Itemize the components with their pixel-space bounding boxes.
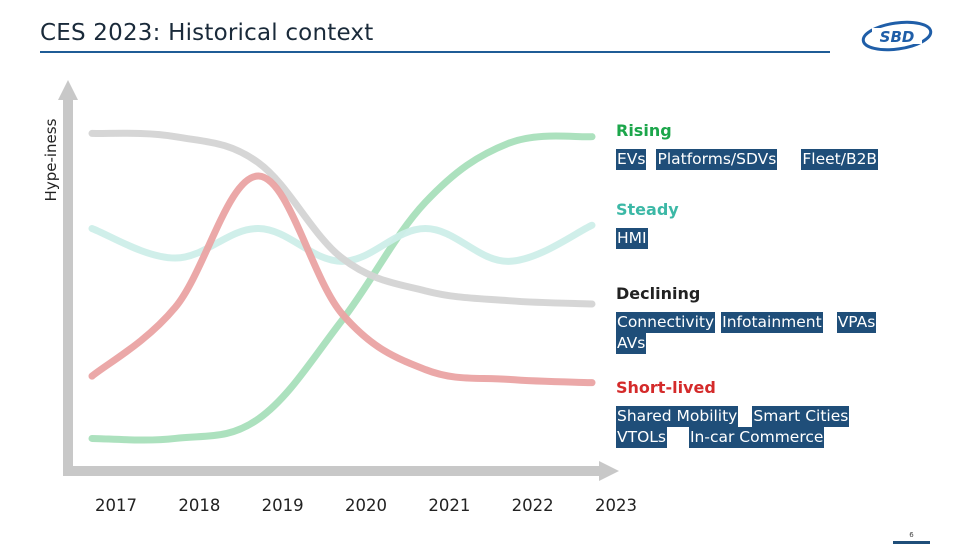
tag-shared-mobility: Shared Mobility [616,406,739,427]
x-tick-2022: 2022 [512,496,554,515]
category-steady-label: Steady [616,200,679,219]
x-tick-2019: 2019 [262,496,304,515]
steady-tags: HMI [616,228,658,249]
category-declining-label: Declining [616,284,701,303]
x-tick-2021: 2021 [428,496,470,515]
series-line-rising [88,132,596,444]
slide-title: CES 2023: Historical context [40,20,374,46]
series-layer [88,129,596,444]
y-axis-label: Hype-iness [42,118,60,201]
tag-vpas: VPAs [836,312,877,333]
series-line-short-lived [88,172,596,387]
declining-tags-row1: Connectivity Infotainment VPAs [616,312,882,333]
x-axis [63,466,601,476]
tag-fleet-b2b: Fleet/B2B [801,149,879,170]
x-tick-labels: 2017 2018 2019 2020 2021 2022 2023 [95,496,637,515]
declining-tags-row2: AVs [616,333,656,354]
tag-smart-cities: Smart Cities [752,406,850,427]
category-short-lived-label: Short-lived [616,378,716,397]
y-axis-arrow [58,80,78,100]
short-lived-tags-row2: VTOLs In-car Commerce [616,427,834,448]
category-rising-label: Rising [616,121,672,140]
y-axis [63,98,73,476]
x-tick-2017: 2017 [95,496,137,515]
x-axis-arrow [599,461,619,481]
x-tick-2018: 2018 [178,496,220,515]
page-number: 6 [893,531,930,544]
x-tick-2020: 2020 [345,496,387,515]
tag-evs: EVs [616,149,647,170]
tag-connectivity: Connectivity [616,312,716,333]
tag-platforms-sdvs: Platforms/SDVs [656,149,778,170]
tag-in-car-commerce: In-car Commerce [688,427,825,448]
tag-avs: AVs [616,333,647,354]
tag-infotainment: Infotainment [721,312,823,333]
x-tick-2023: 2023 [595,496,637,515]
short-lived-tags-row1: Shared Mobility Smart Cities [616,406,855,427]
tag-vtols: VTOLs [616,427,667,448]
logo-text: SBD [880,28,915,46]
rising-tags: EVs Platforms/SDVs Fleet/B2B [616,149,888,170]
title-underline [40,51,830,53]
tag-hmi: HMI [616,228,648,249]
chart-axes [58,80,619,481]
sbd-logo: SBD [861,20,933,52]
series-line-declining [88,129,596,308]
